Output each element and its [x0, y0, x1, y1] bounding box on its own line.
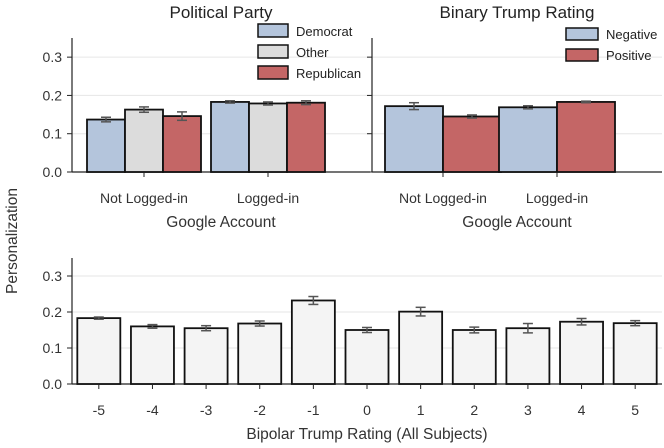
- binary-trump-rating-bar: [442, 115, 502, 173]
- bipolar-trump-rating-bar: [505, 327, 551, 385]
- bipolar-trump-rating-bar: [398, 310, 444, 385]
- bipolar-trump-rating-x-tick-label: 4: [578, 402, 586, 418]
- bipolar-trump-rating-bar: [451, 329, 497, 385]
- bipolar-trump-rating-bar: [290, 299, 336, 385]
- political-party-legend-swatch: [257, 23, 289, 38]
- political-party-legend-label: Republican: [296, 66, 361, 81]
- political-party-bar: [124, 108, 164, 173]
- bipolar-trump-rating-x-tick-label: 1: [417, 402, 425, 418]
- bipolar-trump-rating-y-tick-label: 0.0: [43, 376, 63, 392]
- binary-trump-rating-title: Binary Trump Rating: [440, 3, 595, 22]
- political-party-x-tick-label: Logged-in: [237, 190, 299, 206]
- binary-trump-rating-bar: [384, 105, 444, 173]
- political-party-title: Political Party: [170, 3, 273, 22]
- bipolar-trump-rating-bar: [559, 320, 604, 385]
- political-party-legend-swatch: [257, 65, 289, 80]
- binary-trump-rating-legend-label: Negative: [606, 27, 657, 42]
- bipolar-trump-rating-x-tick-label: -2: [254, 402, 267, 418]
- bipolar-trump-rating-bar: [344, 329, 390, 385]
- political-party-y-tick-label: 0.3: [43, 49, 63, 65]
- bipolar-trump-rating-x-tick-label: -3: [200, 402, 213, 418]
- bipolar-trump-rating-bar: [183, 327, 229, 385]
- bipolar-trump-rating-x-tick-label: 3: [524, 402, 532, 418]
- political-party-legend-label: Other: [296, 45, 329, 60]
- political-party-y-tick-label: 0.1: [43, 126, 63, 142]
- bipolar-trump-rating-bar: [76, 317, 122, 385]
- political-party-y-tick-label: 0.0: [43, 164, 63, 180]
- binary-trump-rating-legend-label: Positive: [606, 48, 652, 63]
- bipolar-trump-rating-y-tick-label: 0.3: [43, 268, 63, 284]
- political-party-bar: [286, 101, 326, 173]
- bipolar-trump-rating-bar: [237, 322, 283, 385]
- bipolar-trump-rating-x-tick-label: -5: [93, 402, 106, 418]
- political-party-legend-swatch: [257, 44, 289, 59]
- political-party-bar: [248, 102, 288, 173]
- bipolar-trump-rating-x-tick-label: 5: [631, 402, 639, 418]
- political-party-x-axis-label: Google Account: [166, 214, 276, 231]
- binary-trump-rating-bar: [556, 101, 616, 173]
- political-party-x-tick-label: Not Logged-in: [100, 190, 188, 206]
- binary-trump-rating-bar: [498, 106, 558, 173]
- binary-trump-rating-x-tick-label: Not Logged-in: [399, 190, 487, 206]
- binary-trump-rating-x-tick-label: Logged-in: [526, 190, 588, 206]
- binary-trump-rating-legend-swatch: [565, 27, 599, 41]
- political-party-bar: [86, 118, 126, 173]
- political-party-legend-label: Democrat: [296, 24, 353, 39]
- binary-trump-rating-legend-swatch: [565, 48, 599, 62]
- bipolar-trump-rating-bar: [612, 322, 658, 385]
- political-party-bar: [162, 115, 202, 173]
- bipolar-trump-rating-bar: [130, 325, 175, 385]
- bipolar-trump-rating-x-tick-label: 2: [470, 402, 478, 418]
- bipolar-trump-rating-x-tick-label: -1: [307, 402, 320, 418]
- bipolar-trump-rating-x-tick-label: -4: [146, 402, 159, 418]
- bipolar-trump-rating-y-tick-label: 0.2: [43, 304, 63, 320]
- binary-trump-rating-x-axis-label: Google Account: [462, 214, 572, 231]
- bipolar-trump-rating-x-axis-label: Bipolar Trump Rating (All Subjects): [246, 426, 487, 443]
- political-party-y-tick-label: 0.2: [43, 87, 63, 103]
- shared-ylabel: Personalization: [4, 188, 21, 294]
- political-party-bar: [210, 101, 250, 173]
- bipolar-trump-rating-y-tick-label: 0.1: [43, 340, 63, 356]
- bipolar-trump-rating-x-tick-label: 0: [363, 402, 371, 418]
